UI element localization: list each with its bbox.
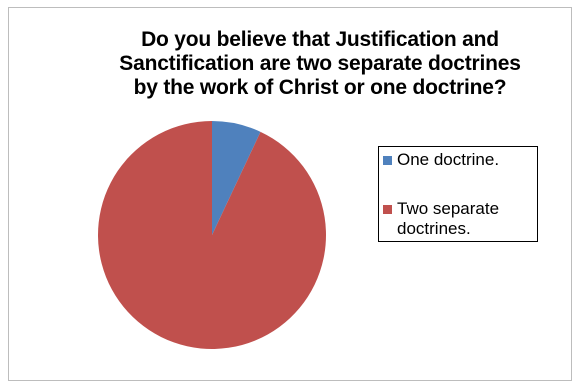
legend-swatch-two-separate-doctrines — [383, 205, 392, 214]
chart-title-line-3: by the work of Christ or one doctrine? — [133, 76, 507, 99]
legend-label-line-2: doctrines. — [397, 219, 471, 238]
chart-title-line-1: Do you believe that Justification and — [141, 28, 499, 51]
chart-title: Do you believe that Justification and Sa… — [90, 28, 550, 100]
pie-slice-two-separate-doctrines — [97, 121, 326, 350]
chart-title-line-2: Sanctification are two separate doctrine… — [119, 52, 521, 75]
legend-label-one-doctrine: One doctrine. — [397, 150, 500, 169]
pie-slice-one-doctrine — [212, 121, 261, 235]
legend: One doctrine. Two separate doctrines. — [378, 146, 538, 242]
legend-label-line-1: Two separate — [397, 199, 500, 218]
legend-label-two-separate-doctrines: Two separate doctrines. — [397, 199, 537, 239]
legend-swatch-one-doctrine — [383, 156, 392, 165]
